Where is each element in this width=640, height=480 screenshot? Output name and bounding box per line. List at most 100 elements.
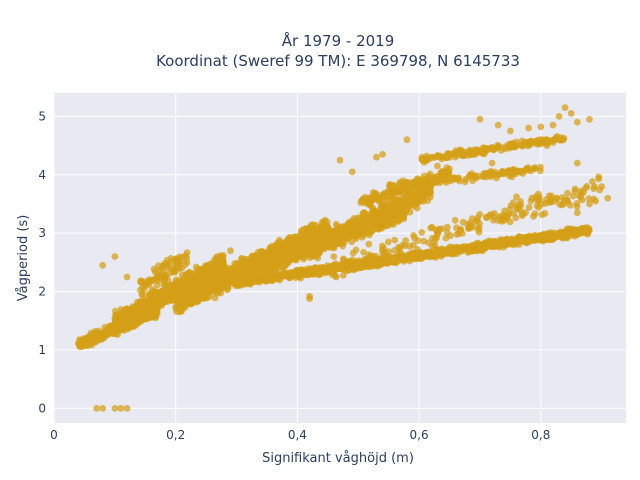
data-point	[392, 209, 400, 217]
data-point	[407, 195, 415, 203]
data-point	[543, 196, 550, 204]
data-point	[472, 218, 480, 225]
data-point	[428, 223, 436, 231]
data-point	[164, 292, 172, 300]
data-point	[391, 236, 399, 244]
data-point	[273, 255, 281, 263]
data-point	[365, 240, 373, 248]
data-point	[368, 210, 375, 217]
data-point	[356, 223, 363, 231]
chart-title-line-2: Koordinat (Sweref 99 TM): E 369798, N 61…	[156, 52, 520, 70]
data-point	[535, 196, 543, 204]
data-point	[190, 291, 198, 299]
data-point	[424, 197, 432, 205]
data-point	[499, 211, 507, 219]
data-point	[315, 250, 323, 257]
data-point	[341, 229, 349, 237]
data-point	[525, 204, 533, 211]
data-point	[155, 294, 163, 301]
data-point	[429, 234, 436, 242]
data-point	[418, 229, 426, 236]
data-point	[293, 251, 301, 259]
data-point	[279, 263, 286, 271]
data-point	[134, 317, 141, 325]
data-point	[184, 273, 192, 281]
data-point	[299, 241, 307, 248]
data-point	[560, 197, 568, 204]
data-point	[196, 277, 204, 284]
data-point	[191, 298, 199, 305]
data-point	[507, 202, 515, 209]
data-point	[370, 223, 378, 231]
data-point	[249, 255, 256, 262]
data-point	[132, 310, 140, 317]
data-point	[383, 206, 391, 213]
data-point	[595, 173, 603, 181]
data-point	[161, 298, 169, 306]
data-point	[114, 317, 122, 325]
data-point	[210, 258, 217, 265]
data-point	[365, 197, 373, 205]
data-point	[321, 245, 328, 253]
data-point	[300, 249, 308, 257]
data-point	[143, 300, 151, 308]
data-point	[98, 333, 105, 341]
data-point	[475, 228, 483, 236]
data-point	[79, 337, 87, 344]
data-point	[213, 253, 221, 260]
data-point	[103, 327, 111, 335]
data-point	[216, 281, 223, 289]
data-point	[321, 232, 328, 240]
data-point	[330, 253, 338, 260]
data-point	[323, 218, 331, 226]
data-point	[286, 255, 293, 262]
data-point	[400, 211, 408, 218]
data-point	[288, 245, 296, 253]
data-point	[538, 211, 546, 219]
data-point	[305, 224, 313, 232]
data-point	[180, 295, 188, 303]
data-point	[453, 224, 460, 232]
data-point	[451, 216, 459, 224]
data-point	[531, 210, 539, 218]
data-point	[90, 334, 98, 342]
data-point	[191, 281, 199, 289]
data-point	[138, 308, 145, 315]
data-point	[381, 196, 388, 203]
data-point	[590, 185, 598, 193]
data-point	[410, 202, 418, 210]
data-point	[167, 297, 175, 304]
data-point	[352, 246, 360, 254]
data-point	[185, 284, 193, 292]
data-point	[152, 304, 160, 312]
data-point	[380, 244, 387, 252]
data-point	[411, 234, 419, 242]
data-point	[122, 322, 130, 330]
data-point	[280, 247, 288, 255]
data-point	[237, 261, 245, 269]
data-point	[206, 293, 214, 300]
data-point	[340, 238, 348, 246]
data-point	[274, 247, 281, 255]
data-point	[265, 255, 273, 263]
data-point	[216, 260, 224, 268]
data-point	[571, 187, 579, 195]
data-point	[106, 322, 113, 330]
data-points	[75, 104, 612, 412]
chart-title-line-1: År 1979 - 2019	[282, 31, 395, 50]
data-point	[465, 224, 472, 232]
data-point	[272, 262, 280, 269]
data-point	[357, 199, 365, 207]
data-point	[384, 238, 392, 246]
data-point	[76, 342, 84, 350]
data-point	[394, 244, 402, 251]
data-point	[150, 294, 158, 301]
data-point	[518, 212, 526, 220]
data-point	[123, 305, 131, 313]
data-point	[476, 211, 483, 218]
data-point	[172, 281, 180, 289]
data-point	[259, 258, 266, 265]
data-point	[369, 189, 377, 196]
data-point	[128, 315, 136, 322]
